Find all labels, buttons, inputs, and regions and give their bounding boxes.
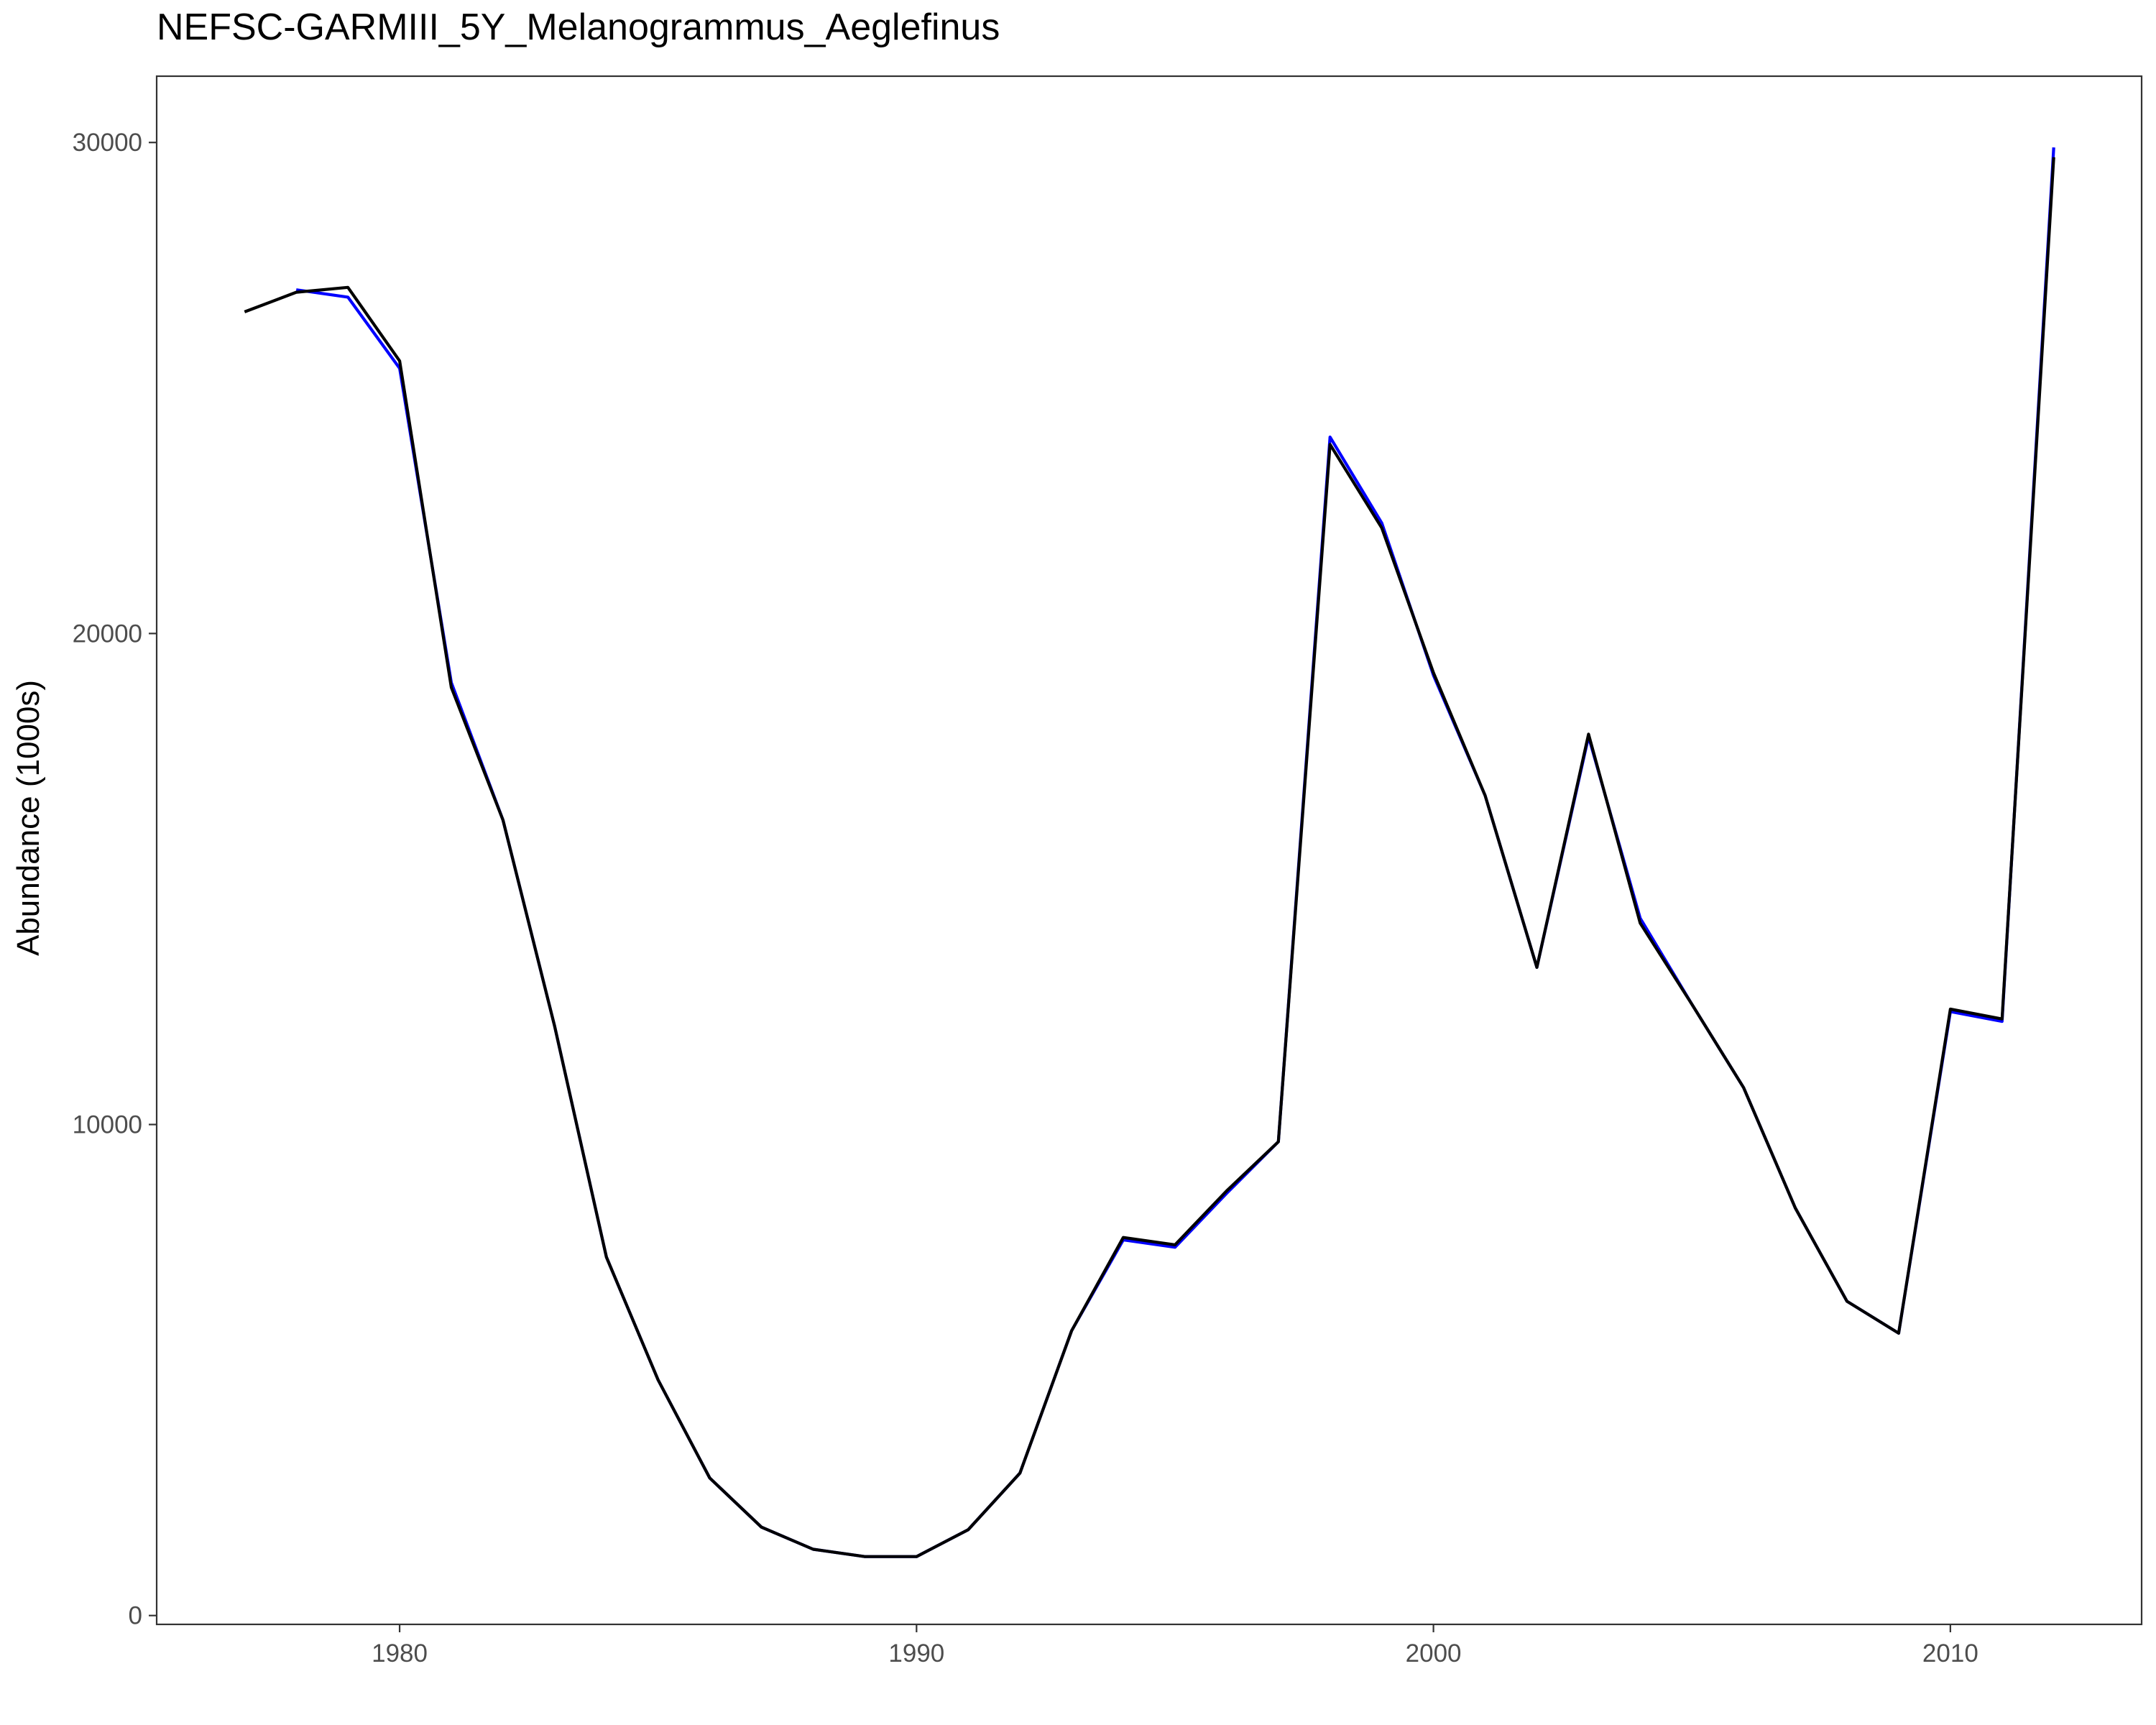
chart-title: NEFSC-GARMIII_5Y_Melanogrammus_Aeglefinu…: [157, 6, 1000, 48]
x-tick-label-1980: 1980: [372, 1639, 428, 1668]
y-tick-label-30000: 30000: [73, 129, 142, 157]
x-axis: 1980 1990 2000 2010: [372, 1624, 1978, 1668]
x-tick-label-2000: 2000: [1406, 1639, 1462, 1668]
x-tick-label-2010: 2010: [1922, 1639, 1978, 1668]
y-axis: 0 10000 20000 30000: [73, 129, 157, 1630]
x-tick-label-1990: 1990: [888, 1639, 944, 1668]
series-line-2: [244, 157, 2055, 1558]
y-axis-label: Abundance (1000s): [11, 679, 46, 957]
y-tick-label-20000: 20000: [73, 620, 142, 648]
plot-panel: [155, 75, 2143, 1626]
y-tick-label-10000: 10000: [73, 1111, 142, 1139]
y-tick-label-0: 0: [129, 1602, 142, 1630]
series-layer: [244, 147, 2055, 1558]
